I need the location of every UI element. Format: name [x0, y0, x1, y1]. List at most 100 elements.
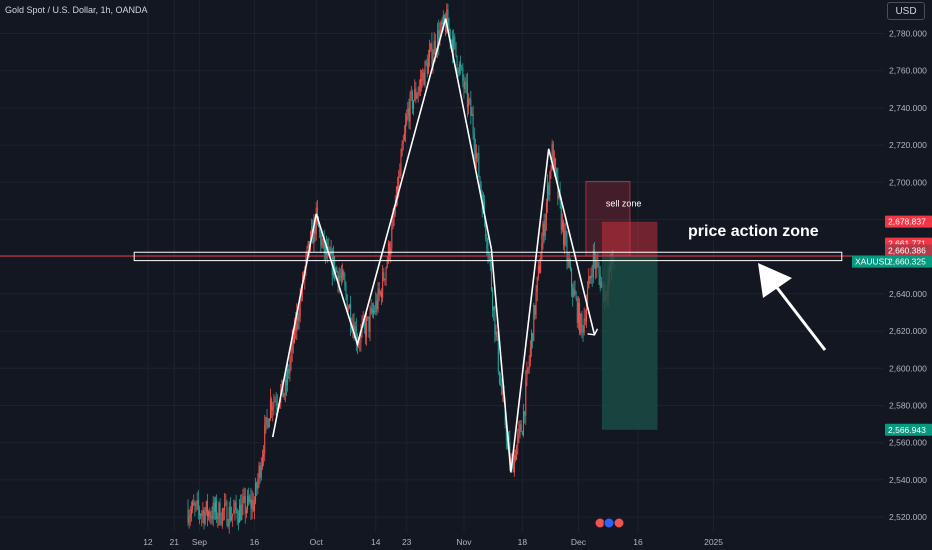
price-label-upper: 2,661.771: [888, 239, 926, 249]
candle-body: [348, 305, 350, 309]
candle-body: [500, 383, 502, 385]
candle-body: [407, 108, 409, 116]
candle-body: [395, 186, 397, 206]
candle-body: [471, 114, 473, 116]
candle-body: [477, 153, 479, 155]
candle-body: [545, 203, 547, 221]
candle-body: [319, 226, 321, 232]
sell-zone-box: [585, 180, 631, 257]
candle-body: [221, 509, 223, 524]
candle-body: [537, 265, 539, 277]
candle-body: [367, 316, 369, 319]
candle-body: [582, 327, 584, 333]
candle-body: [240, 504, 242, 520]
candle-body: [490, 266, 492, 290]
candle-body: [281, 380, 283, 391]
price-label-mid: 2,660.386: [888, 245, 926, 255]
candle-body: [295, 321, 297, 332]
candle-body: [464, 81, 466, 89]
candle-body: [339, 276, 341, 277]
candle-body: [597, 262, 599, 267]
candle-body: [463, 80, 465, 89]
candle-body: [334, 256, 336, 276]
candle-body: [571, 269, 573, 288]
candle-body: [350, 305, 352, 327]
candle-body: [355, 326, 357, 343]
candle-body: [397, 186, 399, 196]
candle-body: [284, 379, 286, 394]
candle-body: [591, 275, 593, 277]
candle-body: [213, 502, 215, 512]
chart-header-title: Gold Spot / U.S. Dollar, 1h, OANDA: [5, 5, 148, 15]
candle-body: [580, 314, 582, 333]
candle-body: [379, 292, 381, 295]
symbol-label-bg: [852, 255, 885, 268]
candle-body: [228, 506, 230, 527]
candle-body: [551, 143, 553, 170]
candle-body: [256, 483, 258, 489]
candle-body: [501, 384, 503, 394]
candle-body: [233, 509, 235, 514]
candle-body: [418, 85, 420, 92]
candle-body: [419, 79, 421, 86]
candle-body: [219, 502, 221, 524]
candle-body: [531, 333, 532, 348]
candle-body: [381, 292, 383, 298]
candle-body: [275, 401, 277, 405]
candle-body: [496, 331, 498, 339]
candle-body: [337, 272, 339, 286]
zigzag-line: [271, 18, 596, 473]
candle-body: [252, 500, 254, 511]
candle-body: [468, 99, 470, 108]
price-action-zone-label: price action zone: [688, 223, 819, 240]
candle-body: [448, 26, 450, 30]
candle-body: [352, 324, 354, 330]
candle-body: [260, 465, 262, 478]
candle-body: [425, 61, 427, 64]
candle-body: [596, 262, 598, 269]
candle-body: [375, 300, 377, 312]
candle-body: [518, 428, 520, 435]
candle-body: [326, 245, 328, 255]
candle-body: [265, 417, 267, 426]
candle-body: [462, 67, 464, 81]
candle-body: [239, 504, 241, 523]
candle-body: [258, 465, 260, 480]
candle-body: [313, 220, 315, 244]
candle-body: [513, 454, 515, 473]
candle-body: [385, 267, 387, 280]
candle-body: [193, 502, 195, 506]
candle-body: [276, 404, 278, 406]
price-action-zone-box: [133, 251, 843, 262]
candle-body: [211, 516, 213, 520]
candle-body: [422, 72, 424, 81]
candle-body: [321, 240, 323, 246]
candle-body: [264, 425, 266, 454]
candle-body: [299, 295, 301, 317]
currency-button[interactable]: USD: [887, 2, 925, 20]
candle-body: [587, 288, 589, 305]
candle-body: [195, 502, 197, 507]
candle-body: [495, 331, 497, 335]
candle-body: [405, 123, 407, 133]
candle-body: [285, 379, 287, 386]
zigzag-arrowhead: [587, 328, 599, 336]
candle-body: [465, 81, 467, 84]
candle-body: [478, 153, 480, 177]
candle-body: [273, 401, 275, 407]
candle-body: [343, 271, 345, 280]
candle-body: [187, 509, 189, 523]
candle-body: [488, 253, 490, 258]
candle-body: [386, 260, 388, 268]
x-tick-label: 16: [250, 537, 260, 547]
target-zone-box: [601, 256, 658, 430]
candle-body: [521, 431, 523, 436]
candle-body: [431, 43, 433, 65]
candle-body: [293, 321, 295, 343]
candle-body: [453, 36, 455, 56]
x-tick-label: 21: [170, 537, 180, 547]
candle-body: [540, 260, 542, 273]
candle-body: [600, 282, 602, 288]
candle-body: [555, 158, 557, 169]
